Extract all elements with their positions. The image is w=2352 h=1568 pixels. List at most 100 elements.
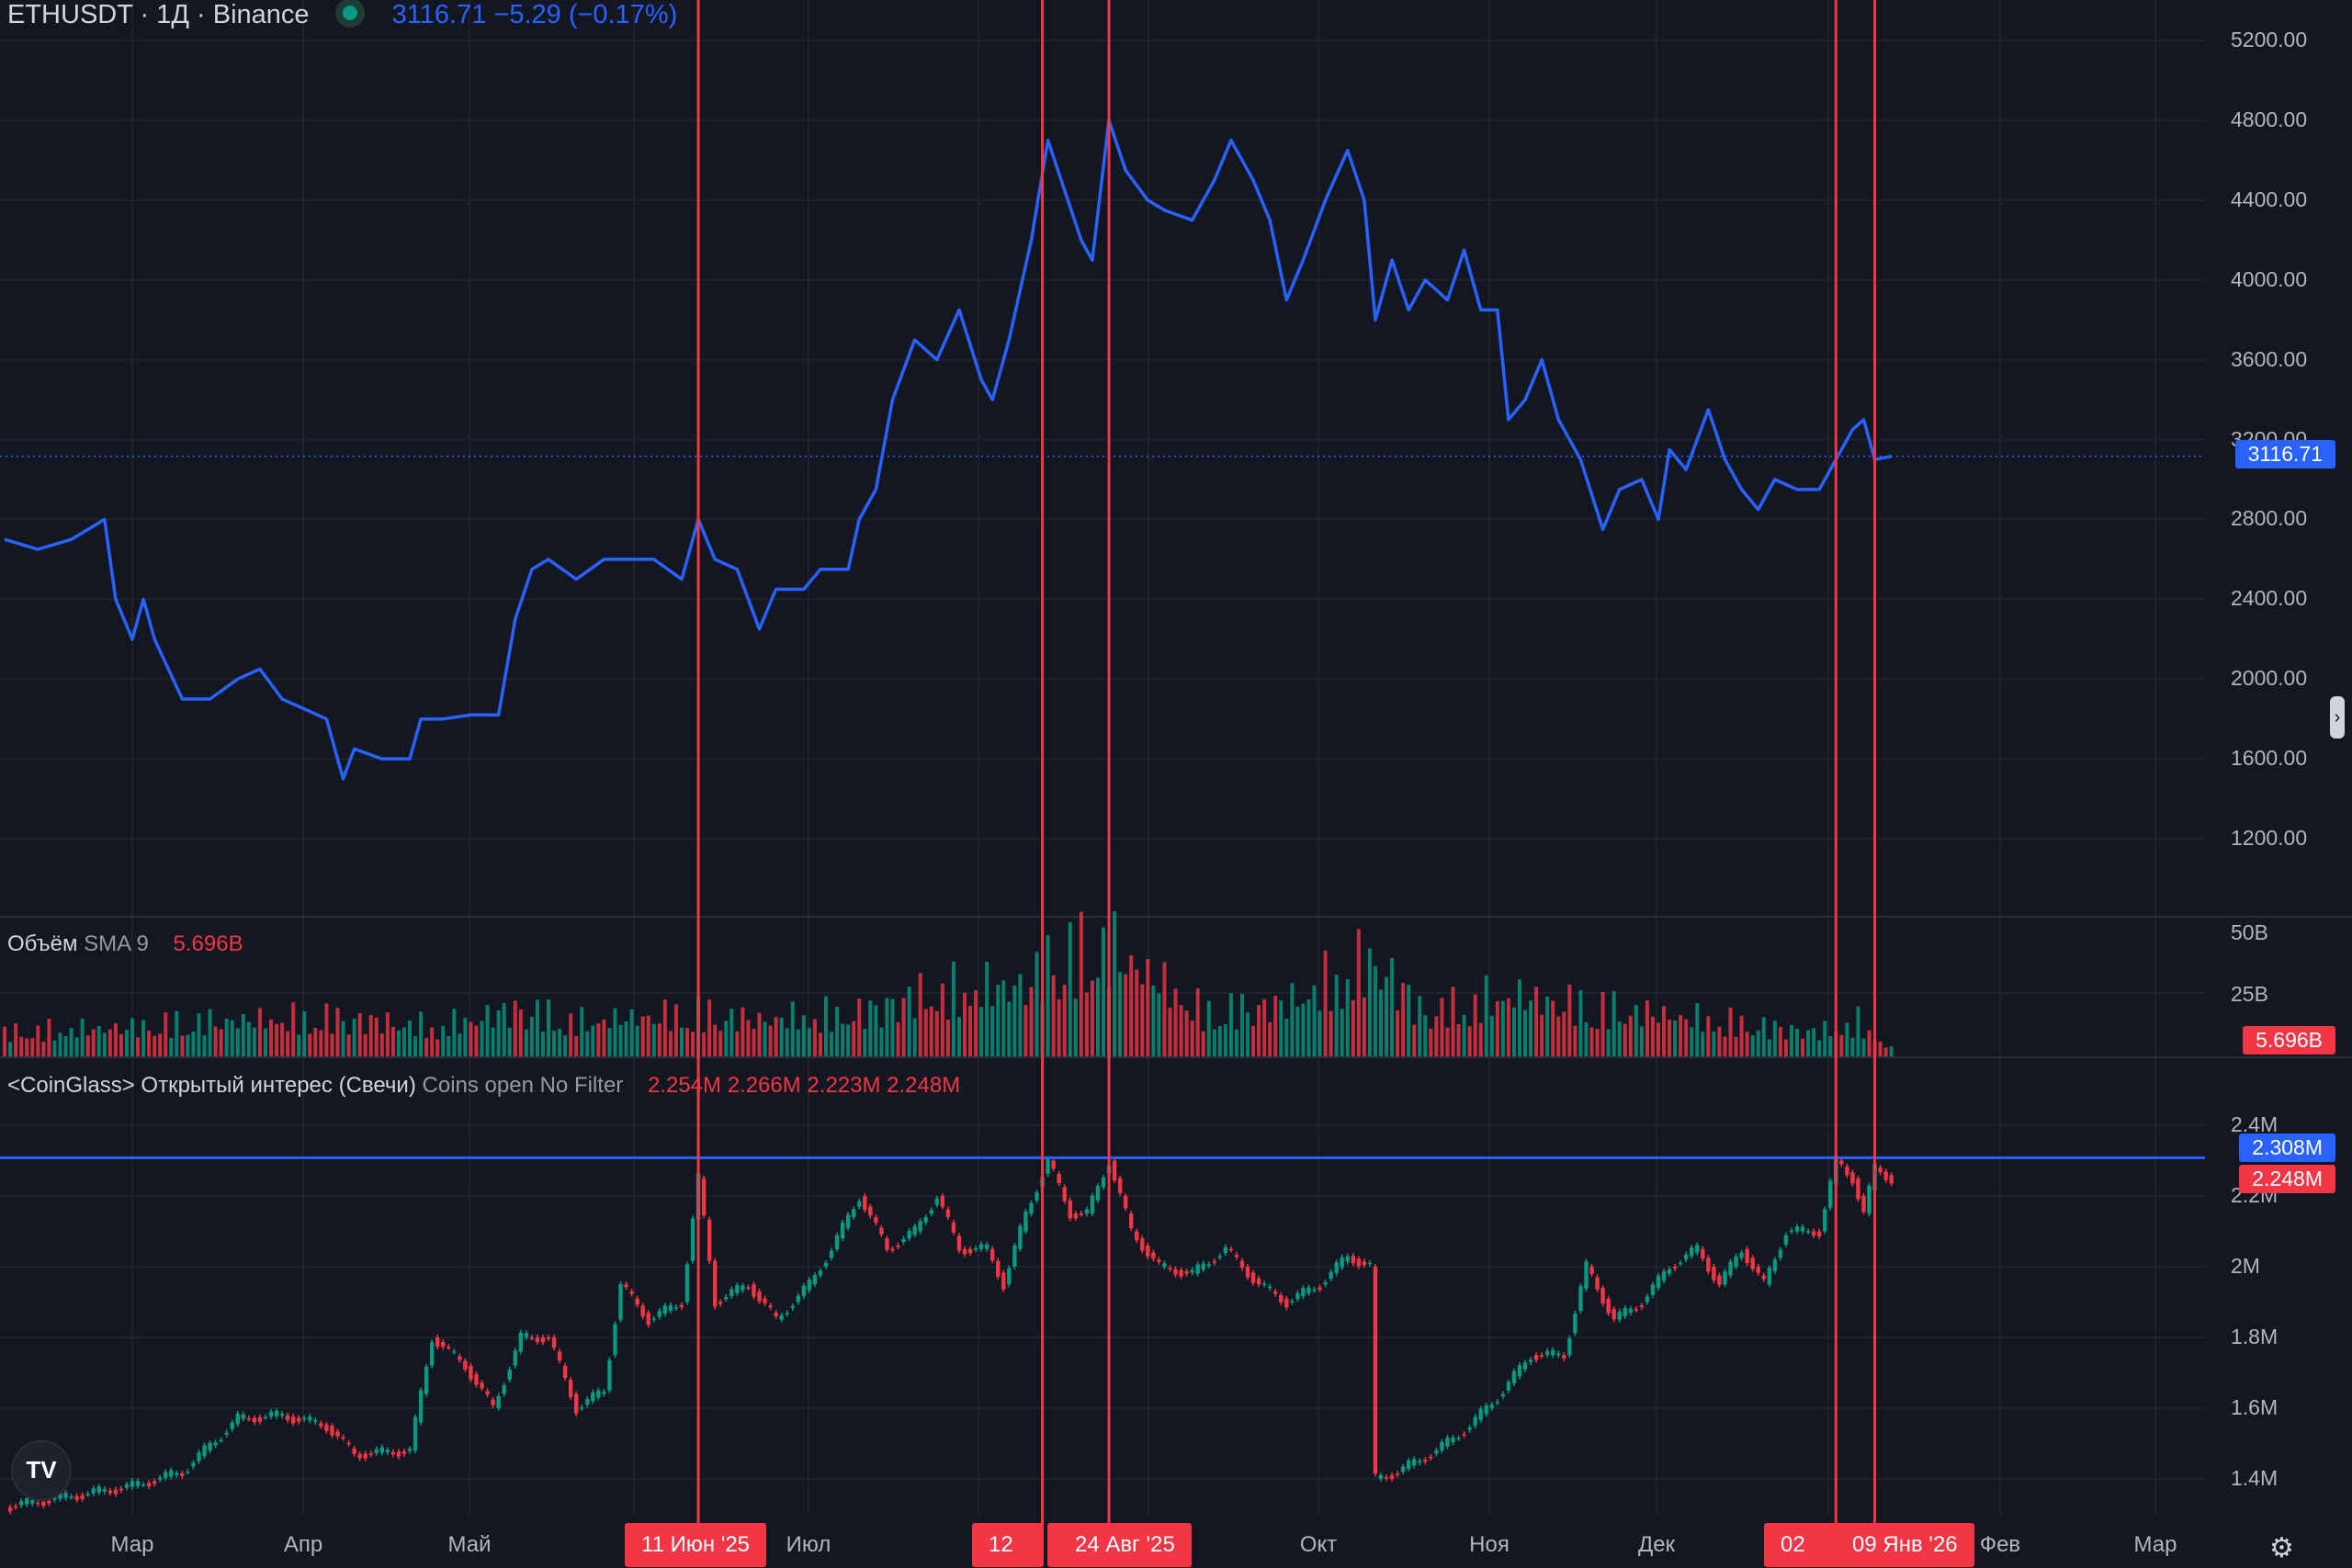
volume-tag: 5.696B: [2243, 1026, 2335, 1055]
oi-candle: [1250, 1272, 1256, 1283]
oi-candle: [1883, 1171, 1888, 1180]
volume-bar: [569, 1013, 573, 1056]
volume-bar: [1073, 998, 1078, 1056]
volume-bar: [1129, 954, 1134, 1056]
oi-candle: [313, 1419, 318, 1422]
oi-candle: [1606, 1298, 1611, 1314]
volume-bar: [463, 1017, 468, 1056]
volume-legend[interactable]: Объём SMA 9 5.696B: [7, 931, 243, 957]
volume-bar: [1301, 1003, 1306, 1056]
volume-bar: [1140, 984, 1145, 1056]
oi-candle: [1556, 1353, 1561, 1356]
oi-candle: [885, 1238, 889, 1250]
volume-bar: [8, 1042, 13, 1056]
volume-bar: [1345, 979, 1350, 1056]
volume-bar: [1812, 1028, 1816, 1056]
volume-bar: [1657, 1022, 1660, 1056]
volume-bar: [580, 1007, 584, 1056]
oi-candle: [441, 1342, 446, 1348]
oi-candle: [41, 1501, 46, 1506]
oi-candle: [1290, 1301, 1295, 1303]
volume-bar: [1418, 996, 1422, 1056]
oi-candle: [113, 1489, 119, 1495]
oi-candle: [1412, 1459, 1417, 1466]
volume-bar: [1668, 1020, 1672, 1056]
volume-bar: [707, 999, 712, 1056]
oi-candle: [1223, 1247, 1228, 1254]
oi-candle: [1057, 1173, 1061, 1184]
oi-candle: [768, 1305, 773, 1308]
tradingview-logo[interactable]: TV: [11, 1440, 72, 1501]
oi-candle: [1445, 1437, 1450, 1447]
volume-bar: [419, 1011, 424, 1056]
oi-candle: [25, 1498, 29, 1505]
oi-candle: [107, 1490, 113, 1494]
volume-bar: [1356, 929, 1361, 1056]
oi-candle: [796, 1295, 800, 1303]
oi-candle: [518, 1332, 523, 1352]
volume-bar: [1007, 1001, 1012, 1056]
oi-candle: [1750, 1258, 1755, 1269]
oi-candle: [124, 1483, 130, 1488]
oi-candle: [1767, 1268, 1771, 1285]
oi-candle: [707, 1219, 712, 1261]
volume-bar: [1046, 935, 1050, 1056]
volume-bar: [640, 1016, 645, 1056]
oi-candle: [1173, 1269, 1178, 1275]
volume-bar: [735, 1031, 740, 1056]
volume-bar: [1456, 1024, 1461, 1056]
volume-bar: [1540, 1014, 1544, 1056]
volume-bar: [1578, 989, 1583, 1056]
settings-gear-icon[interactable]: ⚙: [2269, 1533, 2294, 1563]
oi-candle: [230, 1422, 234, 1430]
oi-candle: [401, 1450, 407, 1454]
volume-bar: [668, 1031, 673, 1056]
volume-bar: [1861, 1038, 1866, 1056]
price-axis-label: 5200.00: [2231, 28, 2308, 51]
volume-bar: [175, 1010, 179, 1056]
oi-candle: [385, 1450, 390, 1453]
oi-candle: [1567, 1337, 1572, 1356]
volume-bar: [1084, 992, 1089, 1056]
oi-candle: [1301, 1288, 1306, 1297]
oi-candle: [1745, 1248, 1749, 1264]
symbol-title[interactable]: ETHUSDT · 1Д · Binance: [7, 0, 310, 29]
oi-candle: [818, 1270, 823, 1276]
oi-candle: [1023, 1211, 1028, 1232]
volume-bar: [313, 1028, 318, 1056]
volume-bar: [1778, 1027, 1782, 1056]
volume-bar: [1390, 957, 1395, 1056]
volume-bar: [480, 1021, 484, 1056]
volume-bar: [257, 1008, 262, 1056]
volume-bar: [74, 1037, 79, 1056]
volume-bar: [679, 1027, 684, 1056]
oi-candle: [1384, 1477, 1389, 1479]
collapse-panel-handle[interactable]: ›: [2330, 696, 2345, 739]
volume-bar: [524, 1029, 528, 1056]
oi-axis-label: 1.8M: [2231, 1325, 2278, 1348]
oi-candle: [341, 1437, 345, 1439]
oi-candle: [1129, 1213, 1134, 1229]
volume-bar: [124, 1029, 129, 1056]
oi-candle: [69, 1496, 74, 1498]
volume-bar: [235, 1028, 240, 1056]
oi-candle: [346, 1442, 351, 1445]
volume-bar: [435, 1039, 440, 1056]
oi-candle: [1628, 1308, 1633, 1314]
volume-bar: [702, 1032, 707, 1056]
oi-candle: [268, 1412, 274, 1417]
oi-candle: [890, 1248, 895, 1251]
oi-candle: [845, 1214, 851, 1228]
oi-candle: [1867, 1185, 1871, 1214]
volume-bar: [1695, 1003, 1700, 1056]
volume-bar: [1201, 1031, 1205, 1056]
volume-bar: [746, 1020, 751, 1056]
volume-bar: [491, 1027, 495, 1056]
oi-legend[interactable]: <CoinGlass> Открытый интерес (Свечи) Coi…: [7, 1073, 960, 1099]
oi-candle: [302, 1417, 307, 1420]
oi-candle: [363, 1453, 368, 1459]
time-label: Июл: [786, 1532, 831, 1557]
oi-candle: [1845, 1166, 1849, 1176]
oi-candle: [1506, 1382, 1511, 1391]
